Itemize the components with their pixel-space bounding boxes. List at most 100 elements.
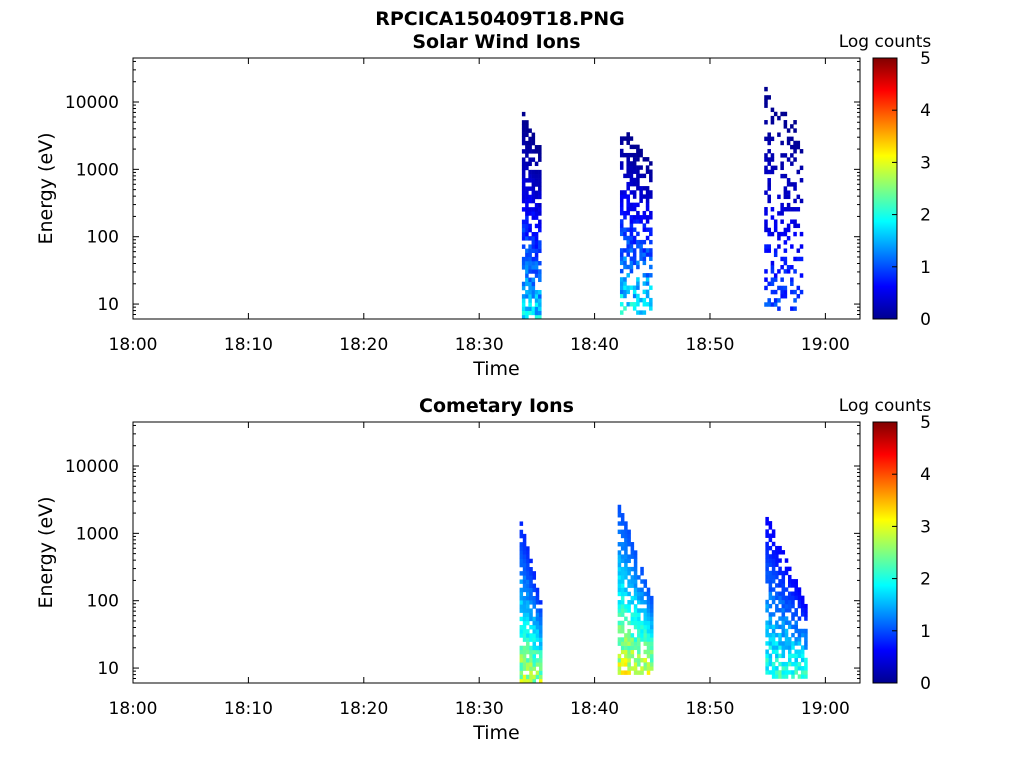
heatmap-cell	[529, 666, 533, 671]
heatmap-cell	[528, 281, 532, 287]
heatmap-cell	[636, 177, 640, 183]
heatmap-cell	[804, 608, 808, 613]
heatmap-cell	[519, 533, 524, 539]
heatmap-cell	[793, 157, 797, 162]
heatmap-cell	[526, 567, 530, 572]
heatmap-cell	[771, 666, 776, 671]
heatmap-cell	[538, 190, 542, 196]
heatmap-cell	[767, 244, 771, 249]
heatmap-cell	[519, 558, 524, 564]
heatmap-cell	[642, 248, 647, 253]
heatmap-cell	[529, 567, 533, 572]
heatmap-cell	[636, 169, 640, 174]
heatmap-cell	[787, 620, 792, 625]
heatmap-cell	[773, 227, 778, 233]
heatmap-cell	[771, 624, 776, 630]
heatmap-cell	[636, 297, 640, 303]
heatmap-cell	[646, 612, 651, 617]
heatmap-cell	[627, 604, 631, 609]
heatmap-cell	[623, 256, 627, 261]
heatmap-cell	[786, 265, 791, 270]
heatmap-cell	[768, 620, 773, 625]
heatmap-cell	[535, 670, 540, 676]
heatmap-cell	[642, 223, 647, 228]
heatmap-cell	[531, 248, 536, 254]
y-tick-label: 1000	[76, 160, 119, 180]
heatmap-cell	[768, 653, 773, 659]
heatmap-cell	[630, 600, 635, 605]
heatmap-cell	[804, 670, 808, 675]
heatmap-cell	[526, 649, 530, 655]
heatmap-cell	[643, 616, 648, 622]
heatmap-cell	[786, 236, 791, 241]
heatmap-cell	[624, 645, 628, 651]
heatmap-cell	[626, 152, 630, 158]
heatmap-cell	[632, 248, 637, 253]
heatmap-cell	[534, 174, 539, 179]
heatmap-cell	[627, 645, 631, 651]
heatmap-cell	[649, 616, 654, 622]
panel-title: Solar Wind Ions	[412, 31, 580, 53]
plot-frame	[132, 421, 861, 684]
heatmap-cell	[626, 165, 630, 170]
heatmap-cell	[538, 633, 543, 638]
heatmap-cell	[519, 654, 524, 659]
heatmap-cell	[767, 149, 771, 154]
heatmap-cell	[519, 579, 524, 584]
heatmap-cell	[764, 285, 768, 291]
heatmap-cell	[522, 637, 527, 642]
heatmap-cell	[790, 124, 794, 129]
heatmap-cell	[777, 236, 781, 241]
heatmap-cell	[642, 260, 647, 266]
heatmap-cell	[796, 207, 801, 212]
heatmap-cell	[787, 595, 792, 601]
heatmap-cell	[538, 211, 542, 216]
heatmap-cell	[646, 608, 651, 613]
heatmap-cell	[617, 550, 622, 555]
heatmap-cell	[804, 666, 808, 671]
heatmap-cell	[791, 603, 795, 609]
heatmap-cell	[799, 178, 804, 183]
heatmap-cell	[645, 215, 650, 220]
y-tick-label: 10000	[65, 93, 119, 113]
heatmap-cell	[535, 616, 540, 622]
heatmap-cell	[642, 239, 647, 245]
x-tick-label: 18:30	[455, 699, 504, 719]
heatmap-cell	[793, 219, 797, 224]
heatmap-cell	[768, 562, 773, 567]
heatmap-cell	[532, 633, 537, 638]
heatmap-cell	[797, 649, 802, 654]
heatmap-cell	[629, 161, 634, 166]
heatmap-cell	[633, 612, 638, 617]
heatmap-cell	[773, 223, 778, 229]
heatmap-cell	[519, 645, 524, 651]
heatmap-cell	[538, 273, 542, 278]
heatmap-cell	[526, 645, 530, 651]
heatmap-cell	[620, 658, 625, 663]
heatmap-cell	[767, 302, 771, 307]
heatmap-cell	[521, 149, 526, 154]
heatmap-cell	[626, 210, 630, 216]
heatmap-cell	[775, 632, 779, 638]
heatmap-cell	[525, 178, 529, 183]
heatmap-cell	[629, 144, 634, 150]
heatmap-cell	[525, 161, 529, 167]
heatmap-cell	[619, 190, 624, 195]
heatmap-cell	[630, 579, 635, 584]
heatmap-cell	[781, 670, 786, 675]
heatmap-cell	[521, 132, 526, 138]
heatmap-cell	[521, 306, 526, 312]
heatmap-cell	[626, 161, 630, 166]
heatmap-cell	[768, 587, 773, 592]
heatmap-cell	[529, 616, 533, 622]
heatmap-cell	[765, 545, 769, 551]
heatmap-cell	[525, 132, 529, 138]
heatmap-cell	[639, 215, 643, 220]
heatmap-cell	[528, 310, 532, 316]
heatmap-cell	[636, 285, 640, 290]
heatmap-cell	[619, 227, 624, 232]
heatmap-cell	[529, 583, 533, 589]
heatmap-cell	[519, 591, 524, 597]
heatmap-cell	[639, 239, 643, 245]
heatmap-cell	[627, 608, 631, 613]
